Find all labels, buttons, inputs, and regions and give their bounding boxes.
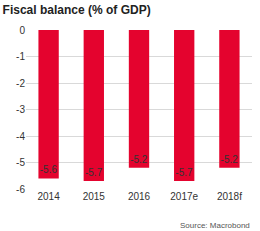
svg-text:-4: -4	[16, 131, 25, 142]
svg-text:-5.7: -5.7	[85, 167, 103, 178]
svg-text:-5: -5	[16, 157, 25, 168]
svg-text:-5.6: -5.6	[40, 164, 58, 175]
svg-text:0: 0	[19, 25, 25, 36]
svg-text:-5.2: -5.2	[221, 154, 239, 165]
svg-text:Source: Macrobond: Source: Macrobond	[180, 221, 250, 230]
svg-text:-5.7: -5.7	[175, 167, 193, 178]
svg-text:2016: 2016	[128, 191, 151, 202]
svg-text:-2: -2	[16, 78, 25, 89]
svg-text:-1: -1	[16, 51, 25, 62]
svg-text:2014: 2014	[37, 191, 60, 202]
svg-text:-5.2: -5.2	[130, 154, 148, 165]
svg-text:2017e: 2017e	[170, 191, 198, 202]
svg-text:Fiscal balance (% of GDP): Fiscal balance (% of GDP)	[3, 3, 151, 17]
svg-text:-3: -3	[16, 104, 25, 115]
svg-text:-6: -6	[16, 184, 25, 195]
svg-text:2018f: 2018f	[217, 191, 242, 202]
svg-text:2015: 2015	[83, 191, 106, 202]
